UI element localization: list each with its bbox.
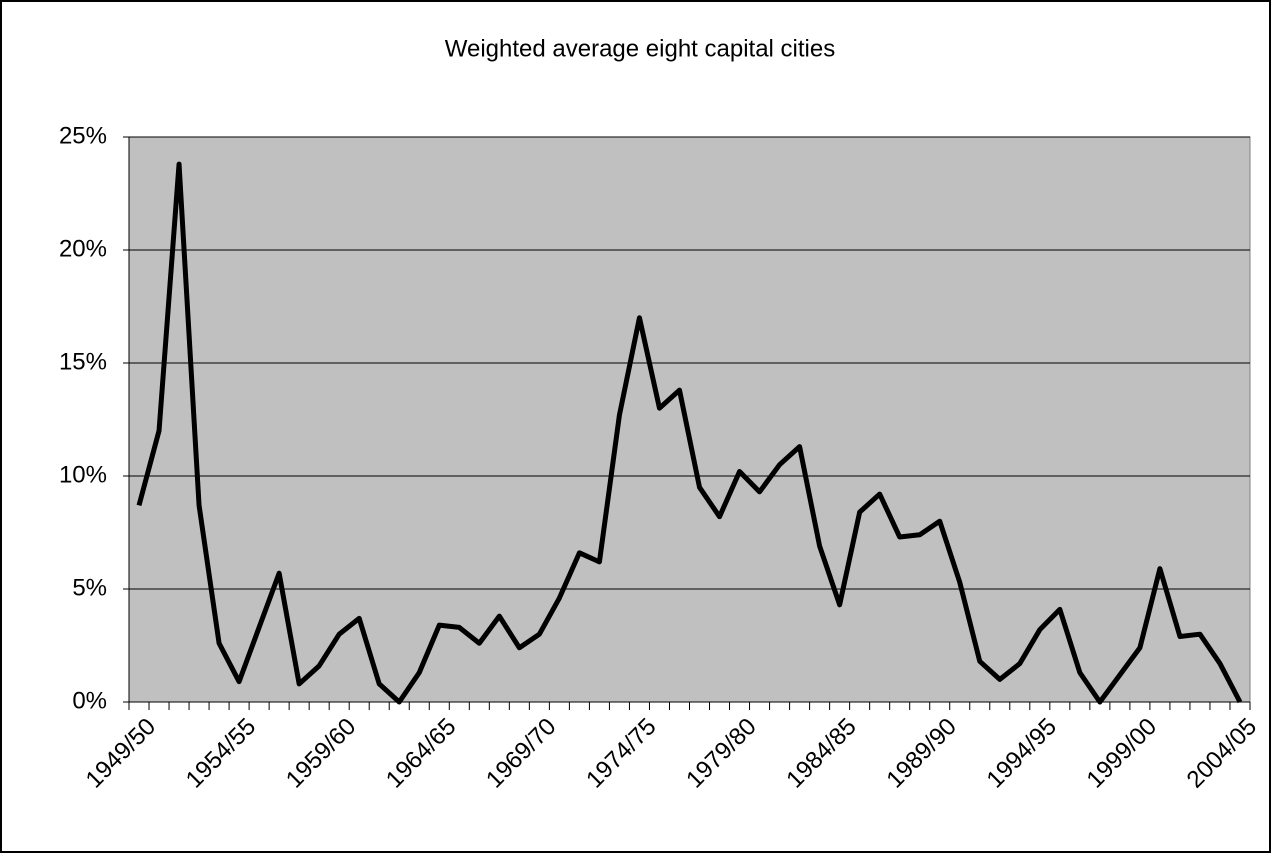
chart-title: Weighted average eight capital cities [445,35,835,62]
y-tick-label: 20% [59,235,107,262]
data-line [136,161,1243,705]
y-tick-label: 25% [59,122,107,149]
y-tick-label: 5% [72,574,107,601]
y-tick-label: 0% [72,687,107,714]
plot-area [128,136,1251,703]
y-tick-label: 15% [59,348,107,375]
y-tick-label: 10% [59,461,107,488]
